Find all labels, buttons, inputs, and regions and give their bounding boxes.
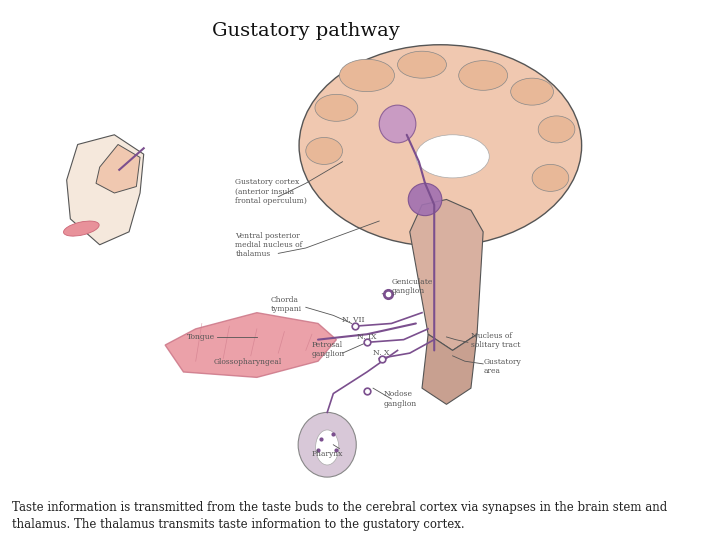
Text: N. VII: N. VII [343, 316, 365, 323]
Text: Gustatory
area: Gustatory area [483, 358, 521, 375]
Ellipse shape [315, 430, 339, 465]
Polygon shape [422, 334, 477, 404]
Ellipse shape [298, 413, 356, 477]
Ellipse shape [408, 183, 442, 215]
Ellipse shape [306, 138, 343, 164]
Text: Taste information is transmitted from the taste buds to the cerebral cortex via : Taste information is transmitted from th… [12, 501, 667, 531]
Ellipse shape [459, 60, 508, 90]
Ellipse shape [397, 51, 446, 78]
Text: Petrosal
ganglion: Petrosal ganglion [312, 341, 345, 358]
Text: Chorda
tympani: Chorda tympani [271, 296, 302, 313]
Text: Pharynx: Pharynx [312, 450, 343, 458]
Ellipse shape [315, 94, 358, 122]
Text: Nucleus of
solitary tract: Nucleus of solitary tract [471, 332, 521, 349]
Text: Ventral posterior
medial nucleus of
thalamus: Ventral posterior medial nucleus of thal… [235, 232, 303, 259]
Text: Gustatory pathway: Gustatory pathway [212, 22, 400, 39]
Ellipse shape [379, 105, 416, 143]
Polygon shape [410, 199, 483, 350]
Ellipse shape [532, 164, 569, 191]
Text: Geniculate
ganglion: Geniculate ganglion [392, 278, 433, 295]
Polygon shape [67, 135, 144, 245]
Ellipse shape [299, 45, 582, 246]
Text: N. IX: N. IX [356, 333, 376, 341]
Text: Glossopharyngeal: Glossopharyngeal [214, 358, 282, 366]
Text: Gustatory cortex
(anterior insula
frontal operculum): Gustatory cortex (anterior insula fronta… [235, 178, 307, 205]
Polygon shape [165, 313, 336, 377]
Ellipse shape [510, 78, 554, 105]
Text: Nodose
ganglion: Nodose ganglion [384, 390, 418, 408]
Ellipse shape [538, 116, 575, 143]
Text: Tongue: Tongue [186, 333, 215, 341]
Ellipse shape [416, 135, 490, 178]
Text: N. X: N. X [373, 349, 390, 357]
Ellipse shape [63, 221, 99, 236]
Polygon shape [96, 145, 140, 193]
Ellipse shape [339, 59, 395, 92]
